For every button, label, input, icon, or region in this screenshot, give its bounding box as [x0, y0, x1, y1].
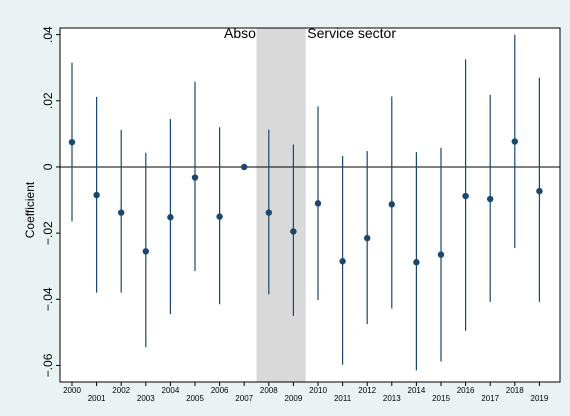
y-tick-label: −.04: [41, 287, 55, 311]
x-tick-label: 2017: [481, 394, 499, 403]
point-estimate: [437, 251, 445, 258]
point-estimate: [388, 201, 395, 208]
x-tick-label: 2019: [531, 394, 549, 403]
x-tick-label: 2006: [211, 386, 229, 395]
point-estimate: [93, 191, 100, 199]
point-estimate: [265, 209, 272, 216]
y-axis-label: Coefficient: [23, 181, 37, 238]
x-tick-label: 2012: [358, 386, 376, 395]
x-tick-label: 2014: [408, 386, 426, 395]
x-tick-label: 2016: [457, 386, 475, 395]
point-estimate: [364, 234, 371, 242]
x-tick-label: 2011: [334, 394, 352, 403]
point-estimate: [142, 248, 149, 255]
x-tick-label: 2000: [63, 386, 81, 395]
point-estimate: [339, 258, 346, 265]
x-tick-label: 2007: [235, 394, 253, 403]
y-tick-label: −.06: [41, 353, 55, 377]
x-tick-label: 2002: [112, 386, 130, 395]
point-estimate: [462, 192, 469, 200]
point-estimate: [314, 200, 322, 207]
x-tick-label: 2005: [186, 394, 204, 403]
point-estimate: [536, 187, 543, 195]
y-tick-label: .02: [41, 92, 55, 109]
point-estimate: [191, 174, 199, 181]
y-tick-label: −.02: [41, 221, 55, 245]
x-axis: 2000 2001 2002 2003 2004 2005 2006 2007 2008 2009…: [63, 382, 549, 403]
y-tick-label: 0: [41, 163, 55, 170]
point-estimate: [487, 195, 494, 203]
x-tick-label: 2018: [506, 386, 524, 395]
point-estimate: [511, 138, 518, 145]
x-tick-label: 2001: [88, 394, 106, 403]
point-estimate: [167, 214, 174, 221]
x-tick-label: 2009: [285, 394, 303, 403]
x-tick-label: 2004: [162, 386, 180, 395]
x-tick-label: 2015: [432, 394, 450, 403]
point-estimate: [118, 209, 125, 216]
y-tick-label: .04: [41, 26, 55, 43]
point-estimate: [216, 213, 223, 220]
shaded-period: [256, 28, 306, 382]
point-estimate: [413, 259, 420, 266]
x-tick-label: 2013: [383, 394, 401, 403]
x-tick-label: 2003: [137, 394, 155, 403]
point-estimate: [241, 163, 248, 171]
x-tick-label: 2008: [260, 386, 278, 395]
point-estimate: [290, 228, 297, 235]
point-estimate: [68, 138, 76, 146]
x-tick-label: 2010: [309, 386, 327, 395]
chart-title: Absorbed on Service sector: [224, 25, 396, 41]
shaded-band: [256, 28, 306, 382]
y-axis: .04 .02 0 −.02 −.04 −.06: [41, 26, 60, 377]
plot-area: [59, 27, 561, 383]
point-estimates: [68, 138, 543, 266]
